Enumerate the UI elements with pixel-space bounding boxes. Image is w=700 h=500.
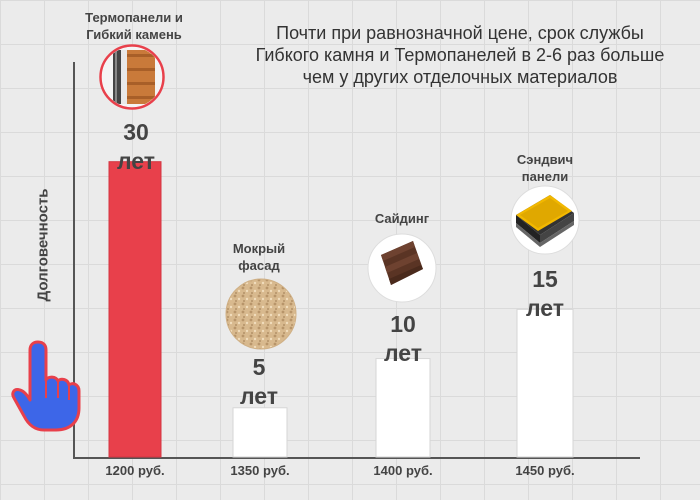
chart-headline: Почти при равнозначной цене, срок службы… (255, 23, 665, 87)
category-label-wet-facade: Мокрый фасад (232, 241, 286, 273)
bar-0 (108, 161, 162, 458)
value-label-10: 10 лет (383, 311, 423, 366)
value-label-5: 5 лет (239, 354, 279, 409)
price-label-1200: 1200 руб. (105, 463, 165, 478)
price-label-1450: 1450 руб. (515, 463, 575, 478)
category-label-sandwich: Сэндвич панели (516, 152, 574, 184)
pointing-hand-icon (11, 340, 81, 432)
value-label-15: 15 лет (525, 266, 565, 321)
siding-panel-icon (367, 233, 437, 303)
bar-1 (232, 407, 288, 458)
value-label-30: 30 лет (116, 119, 156, 174)
category-label-thermopanels: Термопанели и Гибкий камень (85, 10, 183, 42)
wet-facade-plaster-icon (225, 278, 297, 350)
thermopanel-sample-icon (99, 44, 165, 110)
price-label-1350: 1350 руб. (230, 463, 290, 478)
bar-2 (375, 358, 431, 458)
category-label-siding: Сайдинг (374, 211, 430, 226)
sandwich-panel-icon (510, 185, 580, 255)
bar-3 (516, 308, 574, 458)
price-label-1400: 1400 руб. (373, 463, 433, 478)
y-axis-label: Долговечность (34, 188, 52, 302)
